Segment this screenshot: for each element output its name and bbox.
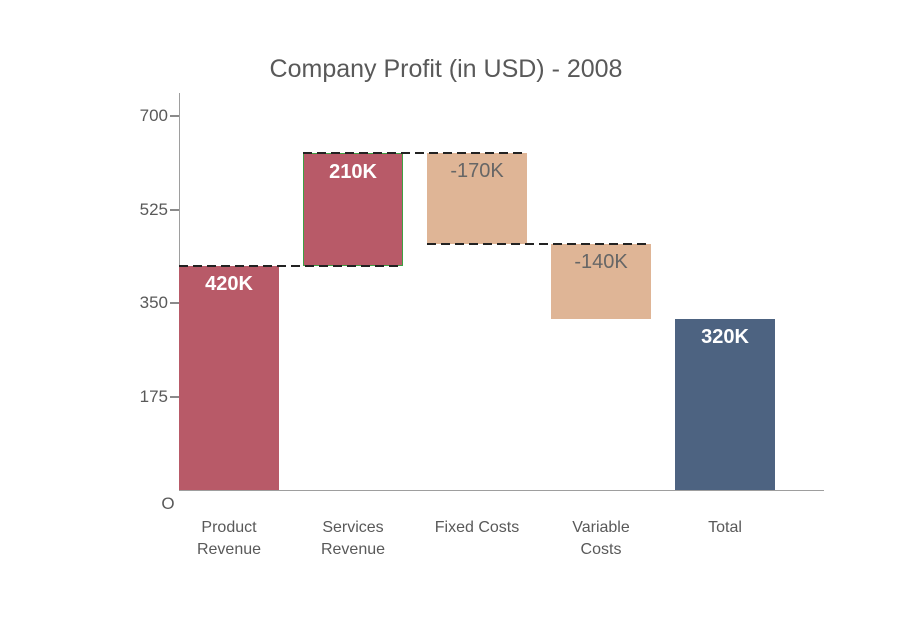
category-label: Fixed Costs [407,517,547,539]
y-tick-mark [170,115,179,117]
y-tick-label: 525 [139,199,168,219]
waterfall-connector-line [427,243,651,246]
bar-value-label: -170K [450,160,504,183]
category-label: Variable Costs [531,517,671,561]
y-tick-mark [170,302,179,304]
category-label-line: Product [201,519,257,536]
category-label: Product Revenue [159,517,299,561]
waterfall-connector-line [179,264,403,267]
bar-value-label: 320K [701,326,749,349]
bar-value-label: 420K [205,272,253,295]
waterfall-bar-decrease[interactable]: -140K [551,244,651,320]
y-tick-label: 175 [139,386,168,406]
y-axis-origin-label: O [161,494,175,513]
y-tick-label: 350 [139,293,168,312]
category-label: Total [655,517,795,539]
category-label-line: Costs [580,541,622,558]
waterfall-connector-line [303,152,527,155]
waterfall-bar-increase[interactable]: 210K [303,153,403,266]
category-label-line: Variable [572,519,630,536]
category-label-line: Total [708,519,742,536]
category-label: Services Revenue [283,517,423,561]
category-label-line: Revenue [320,541,386,558]
x-axis-line [179,490,824,491]
waterfall-bar-total[interactable]: 320K [675,319,775,490]
bar-value-label: -140K [574,251,628,274]
y-tick-mark [170,395,179,398]
category-label-line: Revenue [196,541,262,558]
category-label-line: Fixed Costs [434,519,520,536]
y-tick-mark [170,208,179,211]
waterfall-bar-decrease[interactable]: -170K [427,153,527,245]
y-tick-label: 700 [139,106,168,125]
category-label-line: Services [322,519,384,536]
chart-title: Company Profit (in USD) - 2008 [269,55,623,83]
waterfall-bar-increase[interactable]: 420K [179,265,279,490]
bar-value-label: 210K [329,161,377,184]
